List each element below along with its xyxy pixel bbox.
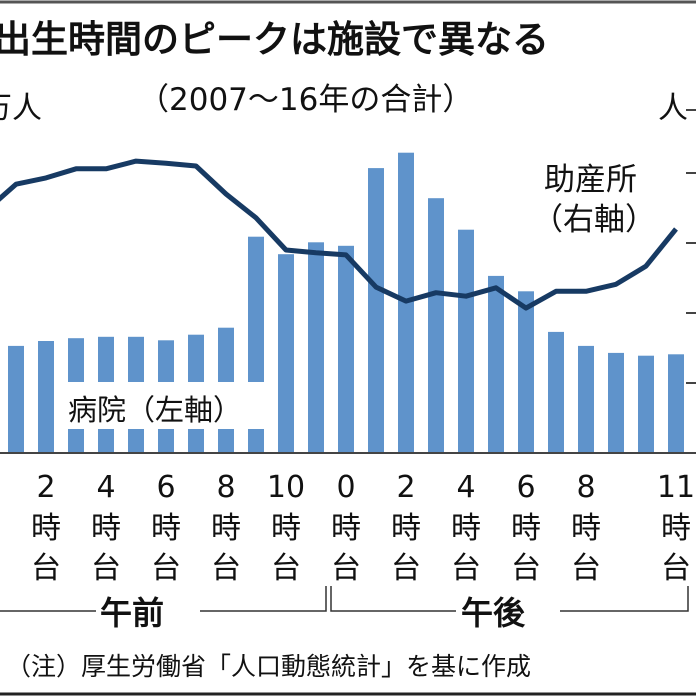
x-tick-unit-dai: 台 — [91, 551, 121, 586]
chart-subtitle: （2007～16年の合計） — [138, 82, 473, 118]
bar-16 — [488, 275, 504, 453]
bar-label-backdrop — [64, 382, 268, 429]
x-tick-unit-ji: 時 — [571, 511, 601, 546]
x-tick-number: 0 — [336, 470, 355, 505]
bar-20 — [608, 352, 624, 453]
x-tick-unit-dai: 台 — [0, 551, 1, 586]
x-tick-number: 2 — [396, 470, 415, 505]
line-series-label-1: 助産所 — [544, 162, 637, 198]
left-axis-unit: 万人 — [0, 91, 42, 126]
bar-series-label: 病院（左軸） — [68, 393, 242, 427]
bar-9 — [278, 254, 294, 453]
x-tick-unit-ji: 時 — [91, 511, 121, 546]
bar-1 — [38, 341, 54, 453]
x-tick-number: 8 — [576, 470, 595, 505]
x-tick-unit-dai: 台 — [211, 551, 241, 586]
x-tick-unit-ji: 時 — [331, 511, 361, 546]
x-tick-unit-dai: 台 — [331, 551, 361, 586]
line-series-label-2: （右軸） — [532, 202, 656, 238]
bar-0 — [8, 345, 24, 453]
x-tick-labels: 0時台2時台4時台6時台8時台10時台0時台2時台4時台6時台8時台11時台 — [0, 470, 695, 586]
group-label-pm: 午後 — [461, 594, 526, 632]
x-tick-unit-dai: 台 — [571, 551, 601, 586]
chart-title: 出生時間のピークは施設で異なる — [0, 18, 549, 61]
right-axis-unit: 人 — [658, 91, 688, 126]
x-tick-unit-ji: 時 — [211, 511, 241, 546]
x-tick-number: 2 — [36, 470, 55, 505]
x-tick-number: 11 — [657, 470, 695, 505]
group-label-am: 午前 — [100, 594, 164, 632]
x-tick-unit-ji: 時 — [151, 511, 181, 546]
x-tick-unit-dai: 台 — [661, 551, 691, 586]
bar-22 — [668, 354, 684, 453]
line-series-midwife — [0, 158, 678, 311]
x-tick-number: 6 — [156, 470, 175, 505]
x-tick-number: 10 — [267, 470, 305, 505]
x-tick-unit-ji: 時 — [31, 511, 61, 546]
x-tick-number: 4 — [96, 470, 115, 505]
x-tick-unit-ji: 時 — [511, 511, 541, 546]
bar-17 — [518, 291, 534, 453]
x-tick-unit-dai: 台 — [31, 551, 61, 586]
x-tick-unit-dai: 台 — [511, 551, 541, 586]
bar-10 — [308, 242, 324, 453]
x-tick-unit-ji: 時 — [0, 511, 1, 546]
bar-19 — [578, 345, 594, 453]
x-tick-unit-dai: 台 — [151, 551, 181, 586]
bar-21 — [638, 355, 654, 453]
pm-bracket — [330, 586, 689, 612]
x-tick-unit-ji: 時 — [271, 511, 301, 546]
bar-14 — [428, 198, 444, 453]
bar-15 — [458, 229, 474, 453]
right-axis-ticks — [686, 109, 696, 384]
x-tick-unit-dai: 台 — [391, 551, 421, 586]
x-tick-unit-ji: 時 — [451, 511, 481, 546]
x-tick-number: 8 — [216, 470, 235, 505]
x-tick-unit-dai: 台 — [451, 551, 481, 586]
x-tick-unit-dai: 台 — [271, 551, 301, 586]
bar-18 — [548, 331, 564, 453]
am-bracket — [0, 586, 327, 612]
bar-11 — [338, 245, 354, 453]
x-tick-unit-ji: 時 — [391, 511, 421, 546]
x-tick-unit-ji: 時 — [661, 511, 691, 546]
bar-12 — [368, 168, 384, 453]
source-note: （注）厚生労働省「人口動態統計」を基に作成 — [6, 652, 531, 681]
x-tick-number: 4 — [456, 470, 475, 505]
x-tick-number: 6 — [516, 470, 535, 505]
